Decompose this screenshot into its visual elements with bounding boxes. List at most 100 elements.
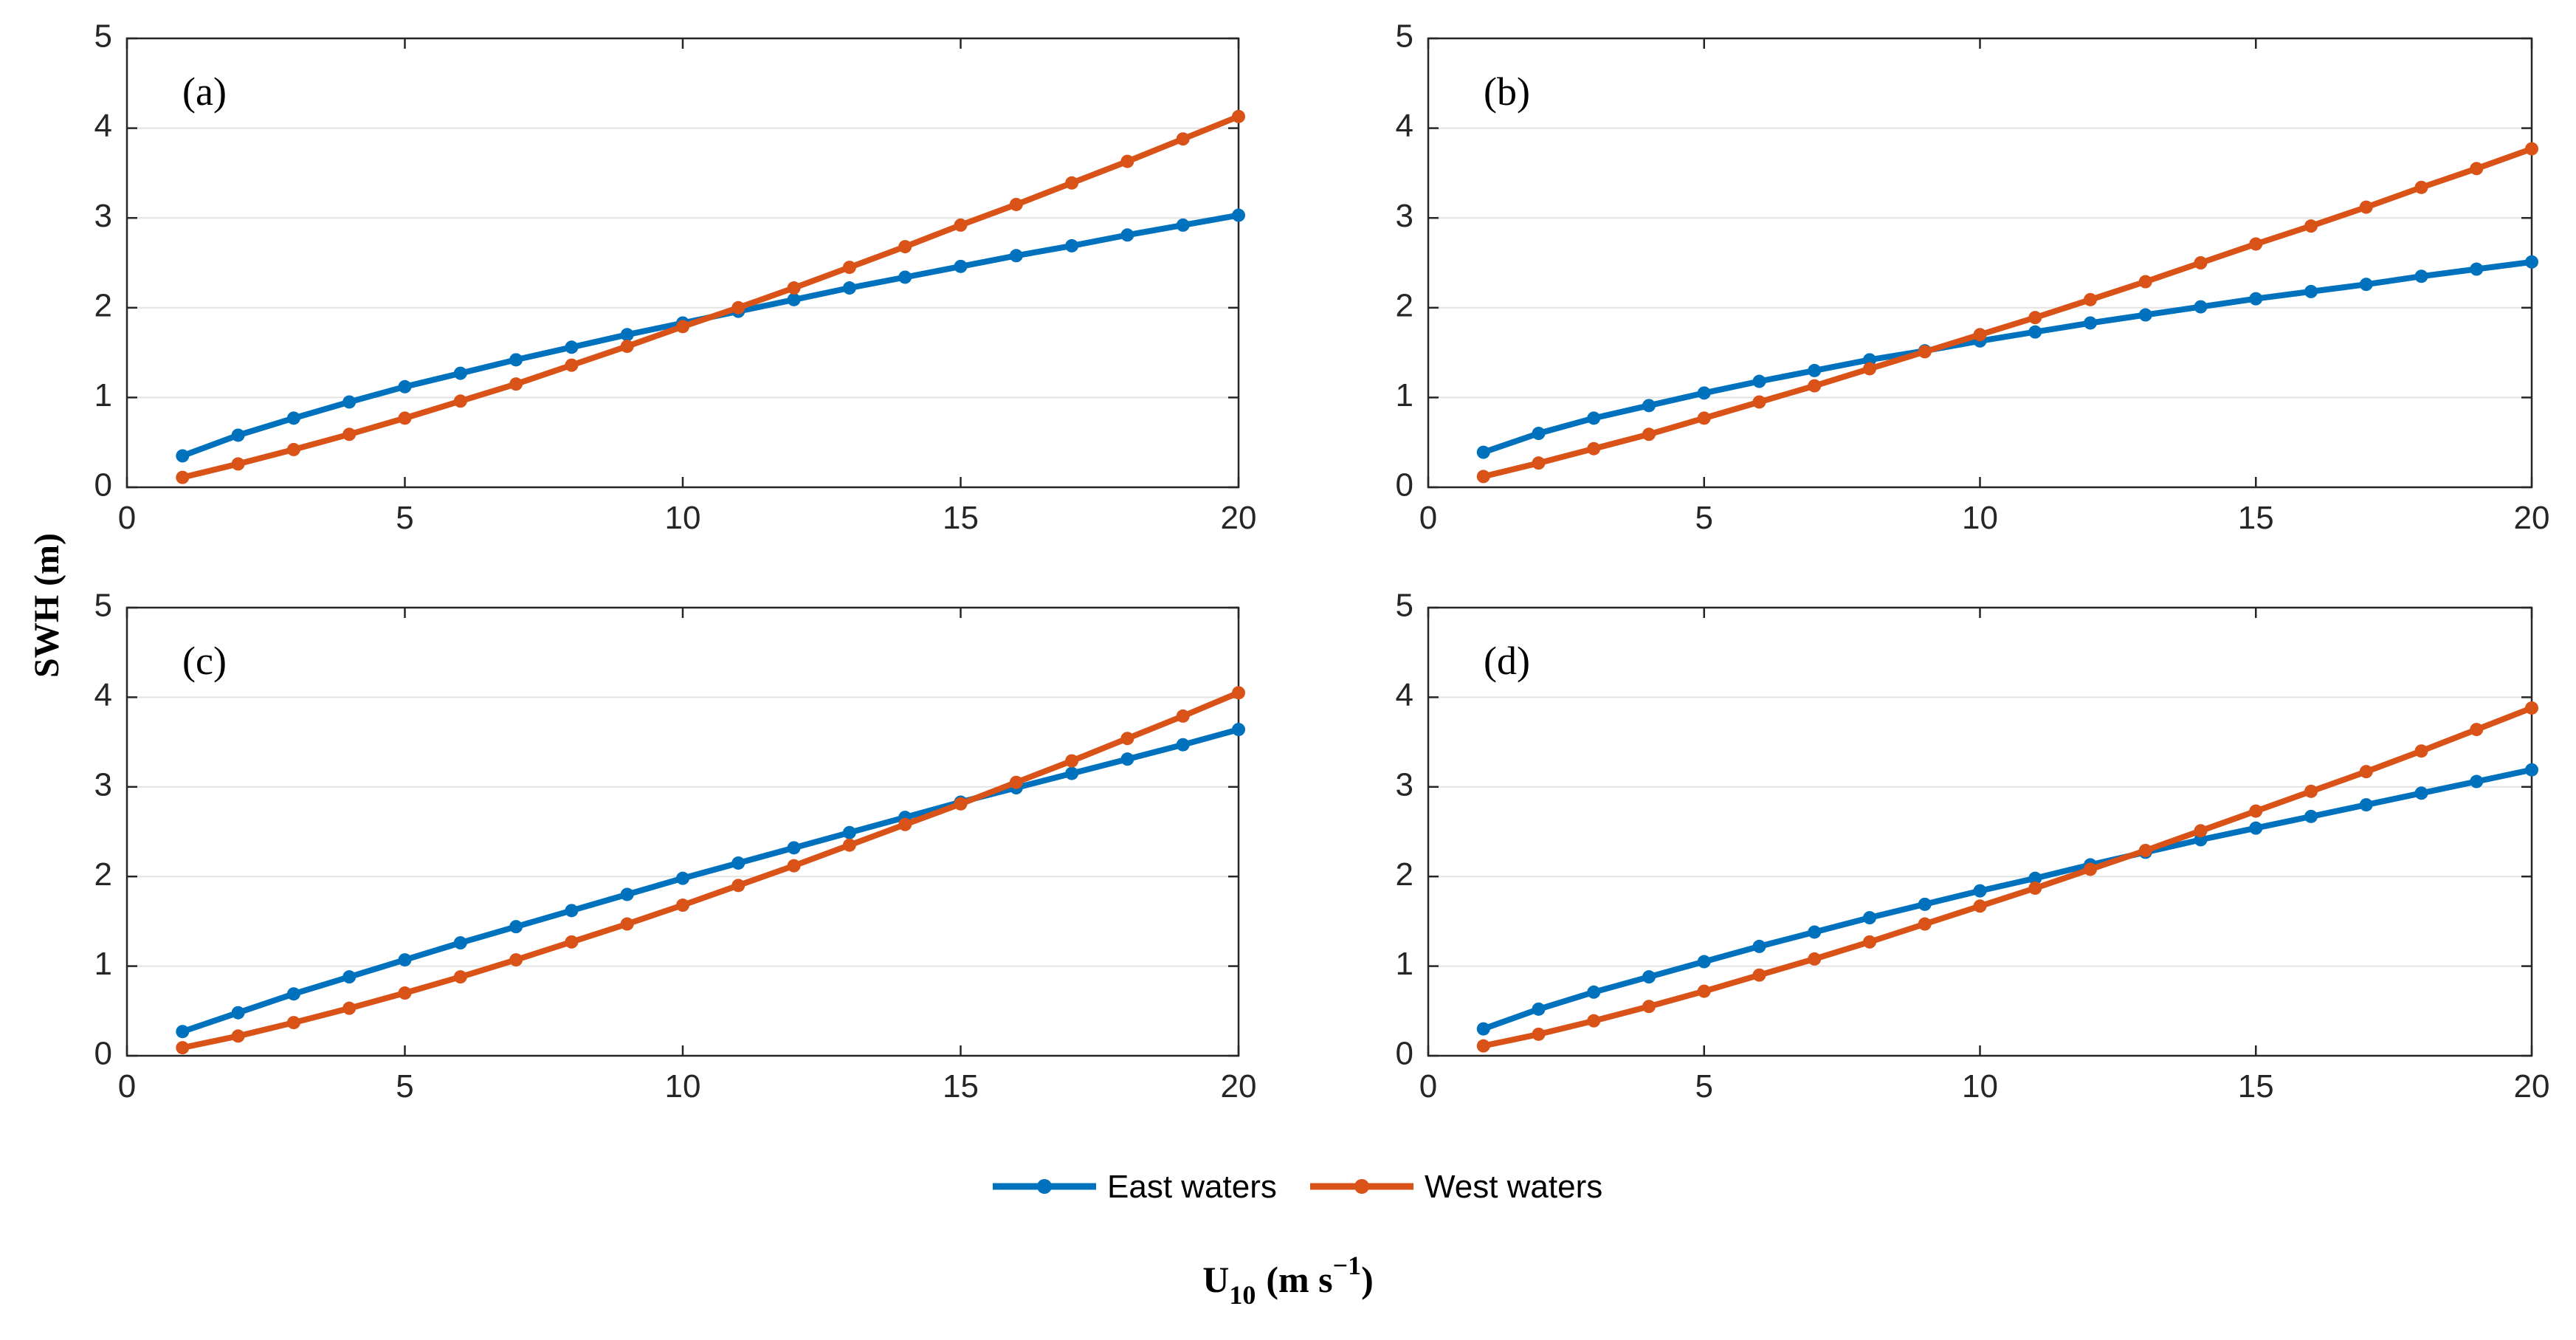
data-point-east (176, 449, 190, 463)
data-point-east (1587, 411, 1601, 425)
x-tick-label: 20 (1221, 500, 1257, 536)
data-point-west (676, 320, 689, 334)
data-point-west (1587, 1014, 1601, 1028)
data-point-west (231, 1029, 245, 1043)
data-point-west (1532, 1027, 1546, 1041)
data-point-east (787, 841, 801, 855)
data-point-east (898, 270, 912, 284)
data-point-west (398, 411, 412, 425)
series-line-east (1480, 766, 2535, 1032)
data-point-west (231, 457, 245, 471)
data-point-east (2028, 325, 2042, 339)
x-tick-label: 0 (118, 500, 136, 536)
data-point-east (509, 353, 523, 367)
data-point-east (1973, 884, 1987, 898)
data-point-west (1476, 470, 1490, 484)
y-tick-label: 5 (94, 588, 112, 624)
y-tick-label: 1 (1396, 946, 1413, 982)
data-point-east (1232, 723, 1245, 737)
data-point-east (398, 379, 412, 394)
data-point-east (842, 281, 856, 295)
x-axis-label: U10 (m s−1) (1202, 1251, 1374, 1310)
data-point-west (787, 281, 801, 295)
data-point-east (453, 366, 467, 380)
data-point-west (509, 953, 523, 967)
data-point-east (231, 428, 245, 442)
data-point-east (176, 1025, 190, 1039)
panel-d: 0 1 2 3 4 5 0 5 10 15 20 (d) (1396, 588, 2550, 1104)
data-point-east (286, 987, 300, 1001)
data-point-east (1642, 399, 1656, 413)
x-axis-label-superscript: −1 (1333, 1251, 1362, 1280)
x-tick-label: 10 (1962, 1068, 1998, 1104)
data-point-west (2084, 292, 2097, 306)
data-point-east (620, 887, 634, 901)
data-point-west (1642, 427, 1656, 441)
x-tick-label: 0 (1419, 1068, 1437, 1104)
data-point-east (1532, 1002, 1546, 1016)
data-point-east (1120, 752, 1134, 766)
y-tick-label: 4 (1396, 108, 1413, 144)
x-axis-label-subscript: 10 (1229, 1280, 1256, 1310)
data-point-west (1176, 709, 1190, 723)
y-tick-label: 1 (1396, 377, 1413, 413)
x-tick-label: 15 (2238, 500, 2274, 536)
data-point-west (1176, 132, 1190, 146)
x-tick-label: 10 (1962, 500, 1998, 536)
x-tick-label: 5 (1695, 1068, 1713, 1104)
series-line-west (1480, 705, 2535, 1049)
x-axis-label-close: ) (1361, 1259, 1374, 1300)
y-tick-label: 0 (94, 467, 112, 504)
data-point-west (2194, 824, 2208, 838)
data-point-west (1808, 952, 1822, 966)
data-point-east (676, 871, 689, 885)
data-point-west (176, 1041, 190, 1055)
x-axis-label-unit: (m s (1266, 1259, 1332, 1300)
data-point-east (286, 411, 300, 425)
data-point-east (1065, 238, 1079, 252)
data-point-west (565, 358, 579, 372)
data-point-west (1065, 176, 1079, 190)
y-tick-label: 3 (94, 198, 112, 234)
data-point-west (342, 427, 357, 441)
data-point-west (2470, 723, 2484, 737)
series-line-west (1480, 145, 2535, 480)
data-point-west (286, 1016, 300, 1030)
data-point-east (342, 970, 357, 984)
data-point-west (2249, 237, 2263, 251)
x-tick-label: 10 (665, 500, 701, 536)
data-point-east (2359, 798, 2373, 812)
y-tick-label: 3 (94, 766, 112, 803)
data-point-west (1642, 1000, 1656, 1014)
data-point-east (2414, 786, 2428, 800)
y-tick-label: 0 (1396, 1036, 1413, 1072)
data-point-west (1476, 1039, 1490, 1053)
data-point-west (2304, 219, 2318, 233)
data-point-west (620, 340, 634, 354)
y-tick-label: 1 (94, 946, 112, 982)
data-point-west (731, 300, 745, 315)
y-tick-label: 5 (1396, 18, 1413, 55)
panel-b: 0 1 2 3 4 5 0 5 10 15 20 (b) (1396, 18, 2550, 536)
data-point-east (1918, 897, 1932, 911)
data-point-east (842, 825, 856, 839)
data-point-west (1065, 754, 1079, 768)
data-point-east (787, 292, 801, 306)
data-point-east (1697, 386, 1711, 400)
data-point-east (1642, 970, 1656, 984)
panel-a: 0 1 2 3 4 5 0 5 10 15 20 (a) (94, 18, 1257, 536)
data-point-west (842, 838, 856, 852)
data-point-west (676, 899, 689, 913)
data-point-east (453, 936, 467, 950)
data-point-west (1918, 345, 1932, 359)
y-tick-label: 1 (94, 377, 112, 413)
y-tick-label: 2 (1396, 856, 1413, 893)
data-point-east (1808, 363, 1822, 377)
data-point-east (2249, 821, 2263, 835)
panel-label-b: (b) (1484, 69, 1530, 114)
data-point-west (2359, 765, 2373, 779)
data-point-west (453, 970, 467, 984)
x-tick-label: 5 (396, 500, 413, 536)
data-point-east (1752, 939, 1766, 953)
